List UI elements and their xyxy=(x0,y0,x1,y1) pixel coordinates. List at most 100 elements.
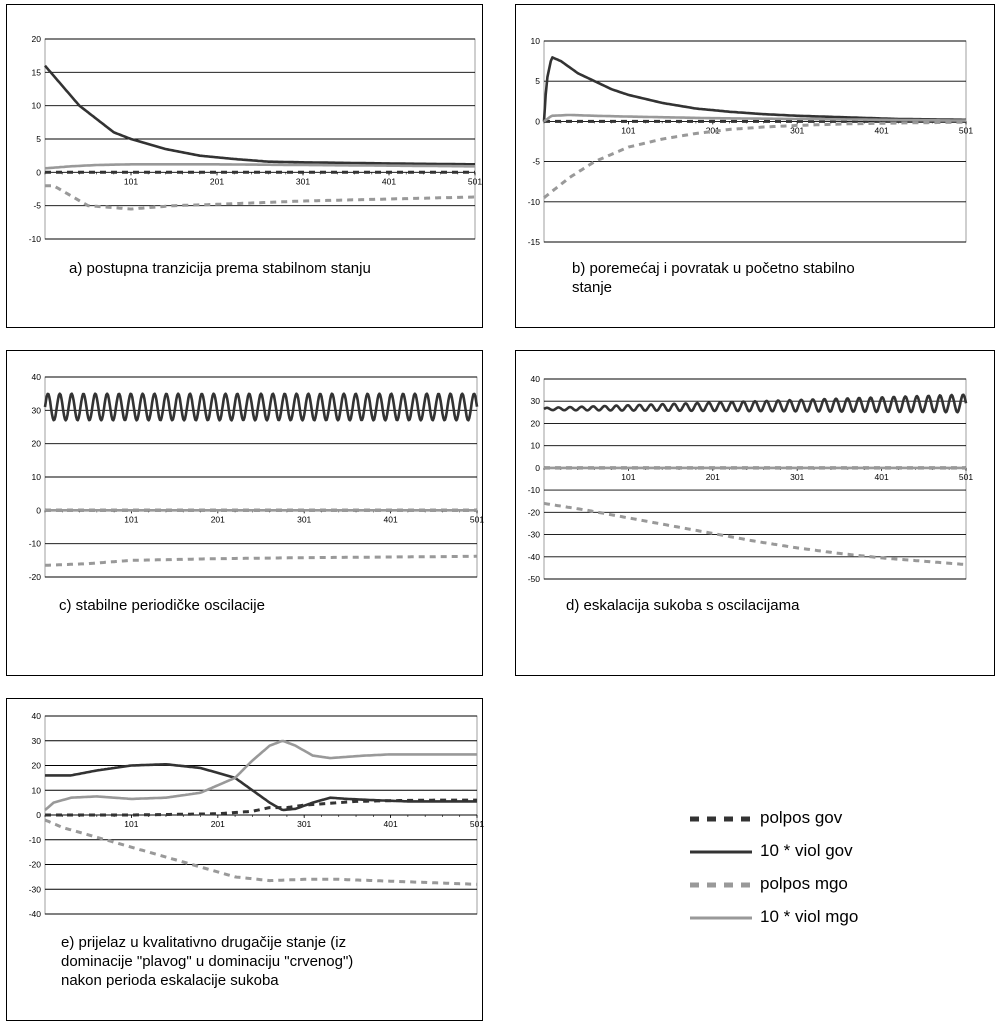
chart-panel-e: -40 -30 -20 -10 0 10 20 30 40 101 201 301 401 501 e) … xyxy=(6,698,484,1021)
series-line xyxy=(44,64,475,166)
y-tick-label: 0 xyxy=(36,167,41,177)
series-line xyxy=(44,163,475,170)
y-tick-label: -10 xyxy=(29,234,42,244)
x-tick-label: 301 xyxy=(297,514,311,524)
chart-panel-b: -15 -10 -5 0 5 10 101 201 301 401 501 b) poremećaj… xyxy=(515,4,995,328)
x-tick-label: 101 xyxy=(124,176,138,186)
x-tick-label: 301 xyxy=(297,819,311,829)
caption-c: c) stabilne periodičke oscilacije xyxy=(59,597,265,614)
y-tick-label: -10 xyxy=(528,197,541,207)
legend-label: 10 * viol gov xyxy=(760,841,853,860)
chart-panel-d: -50 -40 -30 -20 -10 0 10 20 30 40 101 201 301 401 501 … xyxy=(515,350,995,676)
x-tick-label: 501 xyxy=(468,176,482,186)
chart-e: -40 -30 -20 -10 0 10 20 30 40 101 201 301 401 501 xyxy=(29,711,484,919)
x-tick-label: 401 xyxy=(382,176,396,186)
y-tick-label: 5 xyxy=(535,76,540,86)
series-line xyxy=(45,554,477,567)
y-tick-label: -20 xyxy=(29,860,42,870)
x-tick-label: 101 xyxy=(124,819,138,829)
chart-b: -15 -10 -5 0 5 10 101 201 301 401 501 xyxy=(528,36,974,247)
x-tick-label: 101 xyxy=(621,472,635,482)
x-tick-label: 501 xyxy=(959,472,973,482)
series-line xyxy=(543,501,967,567)
series-line xyxy=(44,818,478,886)
plot-area xyxy=(543,40,967,243)
x-tick-label: 301 xyxy=(296,176,310,186)
chart-panel-a: -10 -5 0 5 10 15 20 101 201 301 401 501 a) postupna… xyxy=(6,4,483,328)
y-tick-label: 5 xyxy=(36,134,41,144)
x-tick-label: 401 xyxy=(384,819,398,829)
x-tick-label: 501 xyxy=(959,125,973,135)
y-tick-label: 0 xyxy=(36,505,41,515)
y-tick-label: -20 xyxy=(528,507,541,517)
y-tick-label: -10 xyxy=(29,539,42,549)
caption-e: e) prijelaz u kvalitativno drugačije sta… xyxy=(61,934,354,989)
legend-item-polpos-gov: polpos gov xyxy=(688,808,908,841)
series-line xyxy=(542,56,966,122)
y-tick-label: 20 xyxy=(32,761,42,771)
y-tick-label: -10 xyxy=(528,485,541,495)
y-tick-label: -10 xyxy=(29,835,42,845)
series-line xyxy=(543,113,966,123)
y-tick-label: 10 xyxy=(32,472,42,482)
x-tick-label: 201 xyxy=(706,472,720,482)
chart-c: -20 -10 0 10 20 30 40 101 201 301 401 501 xyxy=(29,372,484,582)
x-tick-label: 501 xyxy=(470,819,484,829)
x-tick-label: 201 xyxy=(211,514,225,524)
y-tick-label: 10 xyxy=(531,36,541,46)
y-tick-label: -15 xyxy=(528,237,541,247)
y-tick-label: 20 xyxy=(531,418,541,428)
legend-label: 10 * viol mgo xyxy=(760,907,859,926)
x-tick-label: 501 xyxy=(470,514,484,524)
y-tick-label: -30 xyxy=(528,530,541,540)
y-tick-label: 40 xyxy=(531,374,541,384)
x-tick-label: 101 xyxy=(124,514,138,524)
y-tick-label: 15 xyxy=(32,67,42,77)
caption-b: b) poremećaj i povratak u početno stabil… xyxy=(572,260,855,296)
y-tick-label: 0 xyxy=(535,463,540,473)
x-tick-label: 401 xyxy=(875,472,889,482)
y-tick-label: -50 xyxy=(528,574,541,584)
x-tick-label: 301 xyxy=(790,472,804,482)
legend: polpos gov 10 * viol gov polpos mgo 10 *… xyxy=(688,808,908,940)
y-tick-label: -20 xyxy=(29,572,42,582)
y-tick-label: -40 xyxy=(528,552,541,562)
x-tick-label: 201 xyxy=(211,819,225,829)
caption-d: d) eskalacija sukoba s oscilacijama xyxy=(566,597,800,614)
x-tick-label: 201 xyxy=(706,125,720,135)
legend-label: polpos mgo xyxy=(760,874,848,893)
y-tick-label: 0 xyxy=(36,810,41,820)
legend-item-viol-gov: 10 * viol gov xyxy=(688,841,908,874)
y-tick-label: 20 xyxy=(32,34,42,44)
x-tick-label: 301 xyxy=(790,125,804,135)
caption-a: a) postupna tranzicija prema stabilnom s… xyxy=(69,260,371,277)
y-tick-label: 30 xyxy=(531,396,541,406)
series-line xyxy=(543,393,968,414)
y-tick-label: -30 xyxy=(29,884,42,894)
series-line xyxy=(45,798,477,817)
x-tick-label: 401 xyxy=(875,125,889,135)
y-tick-label: 0 xyxy=(535,116,540,126)
x-tick-label: 201 xyxy=(210,176,224,186)
series-line xyxy=(44,739,477,812)
legend-item-polpos-mgo: polpos mgo xyxy=(688,874,908,907)
y-tick-label: -40 xyxy=(29,909,42,919)
y-tick-label: 40 xyxy=(32,372,42,382)
chart-a: -10 -5 0 5 10 15 20 101 201 301 401 501 xyxy=(29,34,483,244)
y-tick-label: -5 xyxy=(532,157,540,167)
legend-label: polpos gov xyxy=(760,808,843,827)
y-tick-label: 20 xyxy=(32,439,42,449)
x-tick-label: 401 xyxy=(384,514,398,524)
chart-panel-c: -20 -10 0 10 20 30 40 101 201 301 401 501 c) stabil… xyxy=(6,350,484,676)
y-tick-label: 10 xyxy=(531,441,541,451)
y-tick-label: 10 xyxy=(32,785,42,795)
y-tick-label: 30 xyxy=(32,736,42,746)
series-line xyxy=(543,120,966,199)
y-tick-label: -5 xyxy=(33,201,41,211)
y-tick-label: 40 xyxy=(32,711,42,721)
series-line xyxy=(45,184,475,211)
x-tick-label: 101 xyxy=(621,125,635,135)
y-tick-label: 30 xyxy=(32,405,42,415)
series-line xyxy=(45,763,477,812)
legend-item-viol-mgo: 10 * viol mgo xyxy=(688,907,908,940)
